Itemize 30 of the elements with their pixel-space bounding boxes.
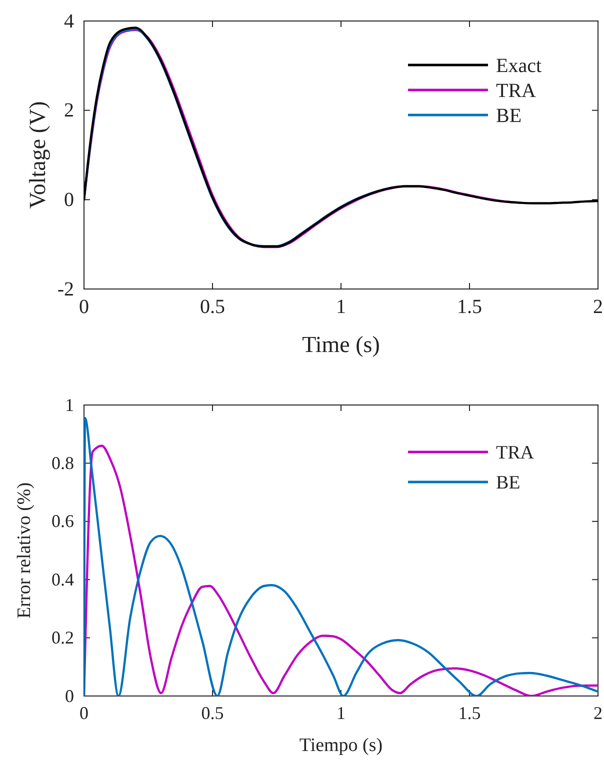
y-axis-title: Voltage (V) [25,101,50,209]
y-tick-label: -2 [57,278,74,300]
y-tick-label: 0 [65,686,74,706]
line-series [84,26,598,248]
x-tick-label: 1 [336,296,346,318]
x-axis-title: Tiempo (s) [299,735,383,756]
y-tick-label: 0.6 [52,511,74,532]
legend-label: TRA [496,442,534,464]
x-tick-label: 0 [79,296,89,318]
x-tick-label: 2 [594,702,602,723]
x-tick-label: 0 [80,702,88,723]
x-axis-title: Time (s) [302,332,380,357]
y-axis-title: Error relativo (%) [14,482,35,619]
y-tick-label: 0 [64,189,74,212]
legend-label: Exact [496,55,542,77]
y-tick-label: 0.8 [52,452,74,473]
x-tick-label: 0.5 [200,296,225,318]
x-tick-label: 1 [336,702,346,723]
legend-label: BE [496,472,520,494]
y-tick-label: 2 [64,100,74,122]
y-tick-label: 0.4 [52,569,74,590]
x-tick-label: 1.5 [457,296,482,318]
y-tick-label: 1 [65,394,74,415]
y-tick-label: 0.2 [52,628,74,648]
y-tick-label: 4 [64,10,74,32]
legend-label: BE [496,105,522,127]
legend-label: TRA [496,80,537,102]
x-tick-label: 1.5 [458,702,481,723]
x-tick-label: 0.5 [201,702,224,723]
x-tick-label: 2 [593,296,603,318]
